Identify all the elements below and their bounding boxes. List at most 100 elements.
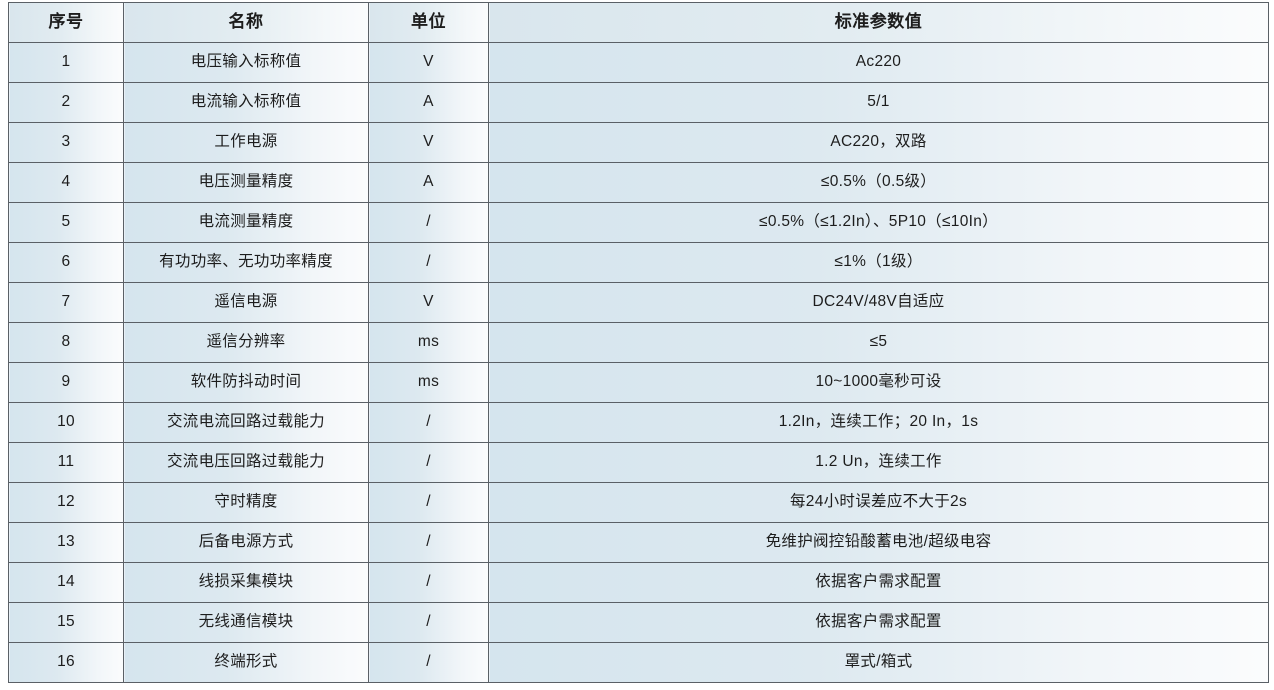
table-header: 序号 名称 单位 标准参数值 (8, 2, 1269, 43)
cell-unit-text: A (423, 173, 434, 191)
cell-index: 10 (8, 402, 124, 443)
cell-unit: ms (368, 322, 489, 363)
cell-value: ≤5 (488, 322, 1269, 363)
cell-name-text: 电流测量精度 (198, 213, 294, 231)
column-header-unit-label: 单位 (411, 12, 446, 32)
cell-value-text: 罩式/箱式 (844, 653, 913, 671)
cell-name: 工作电源 (123, 122, 369, 163)
cell-value: 1.2 Un，连续工作 (488, 442, 1269, 483)
cell-value-text: ≤0.5%（0.5级） (820, 173, 937, 191)
header-row: 序号 名称 单位 标准参数值 (8, 2, 1269, 43)
cell-name-text: 工作电源 (214, 133, 278, 151)
cell-name: 后备电源方式 (123, 522, 369, 563)
cell-name-text: 有功功率、无功功率精度 (159, 253, 333, 271)
table-row: 1 电压输入标称值 V Ac220 (8, 42, 1269, 83)
cell-value-text: 10~1000毫秒可设 (815, 373, 942, 391)
cell-unit: V (368, 282, 489, 323)
cell-value: 5/1 (488, 82, 1269, 123)
cell-value-text: AC220，双路 (830, 133, 927, 151)
cell-name-text: 遥信分辨率 (206, 333, 286, 351)
cell-value-text: 每24小时误差应不大于2s (789, 493, 967, 511)
cell-unit-text: V (423, 133, 434, 151)
cell-unit: / (368, 562, 489, 603)
cell-index-text: 6 (61, 253, 71, 271)
cell-name-text: 电压测量精度 (198, 173, 294, 191)
column-header-name: 名称 (123, 2, 369, 43)
cell-index-text: 15 (57, 613, 75, 631)
cell-value: 免维护阀控铅酸蓄电池/超级电容 (488, 522, 1269, 563)
cell-index-text: 12 (57, 493, 75, 511)
table-row: 10 交流电流回路过载能力 / 1.2In，连续工作；20 In，1s (8, 402, 1269, 443)
cell-index-text: 2 (61, 93, 71, 111)
cell-unit-text: / (426, 253, 431, 271)
cell-value-text: ≤1%（1级） (834, 253, 923, 271)
table-row: 4 电压测量精度 A ≤0.5%（0.5级） (8, 162, 1269, 203)
cell-value-text: 1.2 Un，连续工作 (815, 453, 942, 471)
table-row: 13 后备电源方式 / 免维护阀控铅酸蓄电池/超级电容 (8, 522, 1269, 563)
cell-unit: V (368, 122, 489, 163)
cell-index: 15 (8, 602, 124, 643)
cell-index-text: 16 (57, 653, 75, 671)
column-header-value-label: 标准参数值 (834, 12, 923, 32)
cell-unit-text: / (426, 413, 431, 431)
cell-unit: / (368, 642, 489, 683)
cell-value: ≤1%（1级） (488, 242, 1269, 283)
cell-unit: / (368, 482, 489, 523)
cell-unit-text: / (426, 533, 431, 551)
cell-unit-text: V (423, 293, 434, 311)
cell-name-text: 电压输入标称值 (190, 53, 302, 71)
cell-index: 2 (8, 82, 124, 123)
cell-value: 10~1000毫秒可设 (488, 362, 1269, 403)
cell-name-text: 终端形式 (214, 653, 278, 671)
cell-index-text: 11 (57, 453, 75, 471)
cell-name: 无线通信模块 (123, 602, 369, 643)
cell-name: 软件防抖动时间 (123, 362, 369, 403)
cell-value: 每24小时误差应不大于2s (488, 482, 1269, 523)
cell-index: 1 (8, 42, 124, 83)
cell-index: 9 (8, 362, 124, 403)
cell-index: 8 (8, 322, 124, 363)
table-row: 2 电流输入标称值 A 5/1 (8, 82, 1269, 123)
cell-name-text: 后备电源方式 (198, 533, 294, 551)
cell-name-text: 无线通信模块 (198, 613, 294, 631)
cell-index: 7 (8, 282, 124, 323)
cell-name: 有功功率、无功功率精度 (123, 242, 369, 283)
cell-value: ≤0.5%（≤1.2In）、5P10（≤10In） (488, 202, 1269, 243)
column-header-value: 标准参数值 (488, 2, 1269, 43)
cell-index-text: 4 (61, 173, 71, 191)
cell-name: 终端形式 (123, 642, 369, 683)
cell-name-text: 交流电压回路过载能力 (166, 453, 325, 471)
cell-unit: A (368, 82, 489, 123)
cell-unit: / (368, 402, 489, 443)
specification-table: 序号 名称 单位 标准参数值 1 电压输入标称值 V Ac220 2 电流输入标… (8, 2, 1269, 683)
spec-table-container: 序号 名称 单位 标准参数值 1 电压输入标称值 V Ac220 2 电流输入标… (8, 2, 1269, 683)
cell-name: 电压测量精度 (123, 162, 369, 203)
cell-unit-text: ms (417, 373, 440, 391)
cell-index-text: 14 (57, 573, 75, 591)
cell-name-text: 遥信电源 (214, 293, 278, 311)
cell-value-text: 依据客户需求配置 (815, 613, 942, 631)
table-row: 11 交流电压回路过载能力 / 1.2 Un，连续工作 (8, 442, 1269, 483)
cell-value-text: 免维护阀控铅酸蓄电池/超级电容 (765, 533, 992, 551)
cell-name-text: 电流输入标称值 (190, 93, 302, 111)
table-row: 3 工作电源 V AC220，双路 (8, 122, 1269, 163)
cell-index: 3 (8, 122, 124, 163)
cell-index-text: 7 (61, 293, 71, 311)
cell-value-text: 依据客户需求配置 (815, 573, 942, 591)
cell-value-text: Ac220 (855, 53, 902, 71)
cell-index: 11 (8, 442, 124, 483)
cell-value-text: ≤5 (869, 333, 888, 351)
table-row: 12 守时精度 / 每24小时误差应不大于2s (8, 482, 1269, 523)
cell-unit-text: / (426, 573, 431, 591)
table-row: 15 无线通信模块 / 依据客户需求配置 (8, 602, 1269, 643)
cell-unit: V (368, 42, 489, 83)
cell-value: ≤0.5%（0.5级） (488, 162, 1269, 203)
cell-value: 1.2In，连续工作；20 In，1s (488, 402, 1269, 443)
cell-index-text: 8 (61, 333, 71, 351)
table-row: 7 遥信电源 V DC24V/48V自适应 (8, 282, 1269, 323)
cell-value: 依据客户需求配置 (488, 562, 1269, 603)
cell-value: Ac220 (488, 42, 1269, 83)
cell-unit-text: A (423, 93, 434, 111)
cell-index-text: 10 (57, 413, 75, 431)
cell-value: AC220，双路 (488, 122, 1269, 163)
